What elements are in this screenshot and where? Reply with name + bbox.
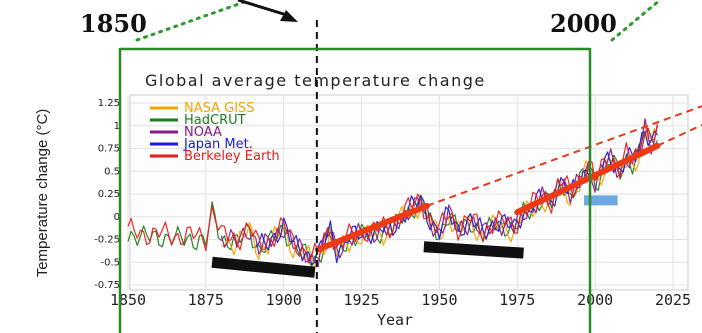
x-tick-label: 1875 [188,291,224,309]
legend-entry: HadCRUT [184,113,246,128]
y-tick-label: -0.75 [94,280,120,291]
y-tick-label: -0.25 [94,235,120,246]
x-tick-label: 1975 [499,291,535,309]
start-year-label: 1850 [80,9,147,38]
legend-entry: Japan Met. [183,137,253,152]
legend-entry: NOAA [184,125,222,140]
legend-entry: Berkeley Earth [184,149,280,164]
x-tick-label: 1950 [421,291,457,309]
x-tick-label: 2000 [577,291,613,309]
red-trend-segment [514,142,661,216]
y-tick-label: 1 [114,121,120,132]
vertical-markers [118,20,592,333]
end-year-label: 2000 [550,9,617,38]
y-tick-label: 0.25 [98,189,120,200]
overlay-marks [211,105,702,278]
y-tick-labels: 1.25 1 0.75 0.5 0.25 0 -0.25 -0.5 -0.75 [94,98,120,291]
black-plateau-bar [211,256,316,278]
pointer-arrow [237,0,291,18]
pointer-arrowhead [280,10,298,22]
y-tick-label: 1.25 [98,98,120,109]
y-tick-label: 0.75 [98,144,120,155]
x-tick-labels: 1850 1875 1900 1925 1950 1975 2000 2025 [110,291,691,309]
red-dashed-trend-extension [657,124,702,147]
right-dotted-connector [610,0,662,42]
red-dashed-trend-extension [426,105,702,207]
x-axis-label: Year [377,311,413,329]
y-tick-label: -0.5 [100,257,120,268]
y-tick-label: 0.5 [104,166,120,177]
black-plateau-bar [423,241,524,259]
x-tick-label: 1925 [344,291,380,309]
y-axis-label: Temperature change (°C) [34,109,51,278]
series-line-nasa-giss [221,123,658,269]
series-line-berkeley-earth [127,123,658,264]
legend-entry: NASA GISS [184,101,255,116]
red-trend-segment [314,202,430,253]
x-tick-label: 1850 [110,291,146,309]
x-tick-label: 1900 [266,291,302,309]
series-line-noaa [220,118,658,268]
chart-title: Global average temperature change [145,71,486,90]
y-tick-label: 0 [114,212,120,223]
x-tick-label: 2025 [655,291,691,309]
